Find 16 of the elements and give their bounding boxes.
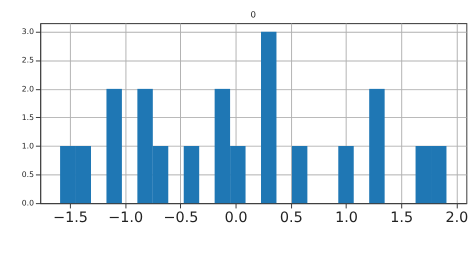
chart-title: 0 xyxy=(250,10,256,20)
x-tick-label: 2.0 xyxy=(445,210,468,226)
x-tick-label: −1.5 xyxy=(53,210,88,226)
x-tick-label: 1.5 xyxy=(390,210,414,226)
y-tick-label: 1.0 xyxy=(22,141,34,150)
x-tick-label: −1.0 xyxy=(108,210,144,226)
x-tick-label: 0.5 xyxy=(280,210,303,226)
y-tick-label: 2.5 xyxy=(22,56,34,65)
y-tick-label: 3.0 xyxy=(22,27,34,36)
x-tick-label: 1.0 xyxy=(335,210,358,226)
x-tick-label: 0.0 xyxy=(224,210,248,226)
y-tick-label: 0.5 xyxy=(22,170,34,179)
y-tick-label: 2.0 xyxy=(22,84,34,94)
x-tick-label: −0.5 xyxy=(163,210,198,226)
y-tick-label: 0.0 xyxy=(22,198,34,208)
y-tick-label: 1.5 xyxy=(22,112,34,122)
